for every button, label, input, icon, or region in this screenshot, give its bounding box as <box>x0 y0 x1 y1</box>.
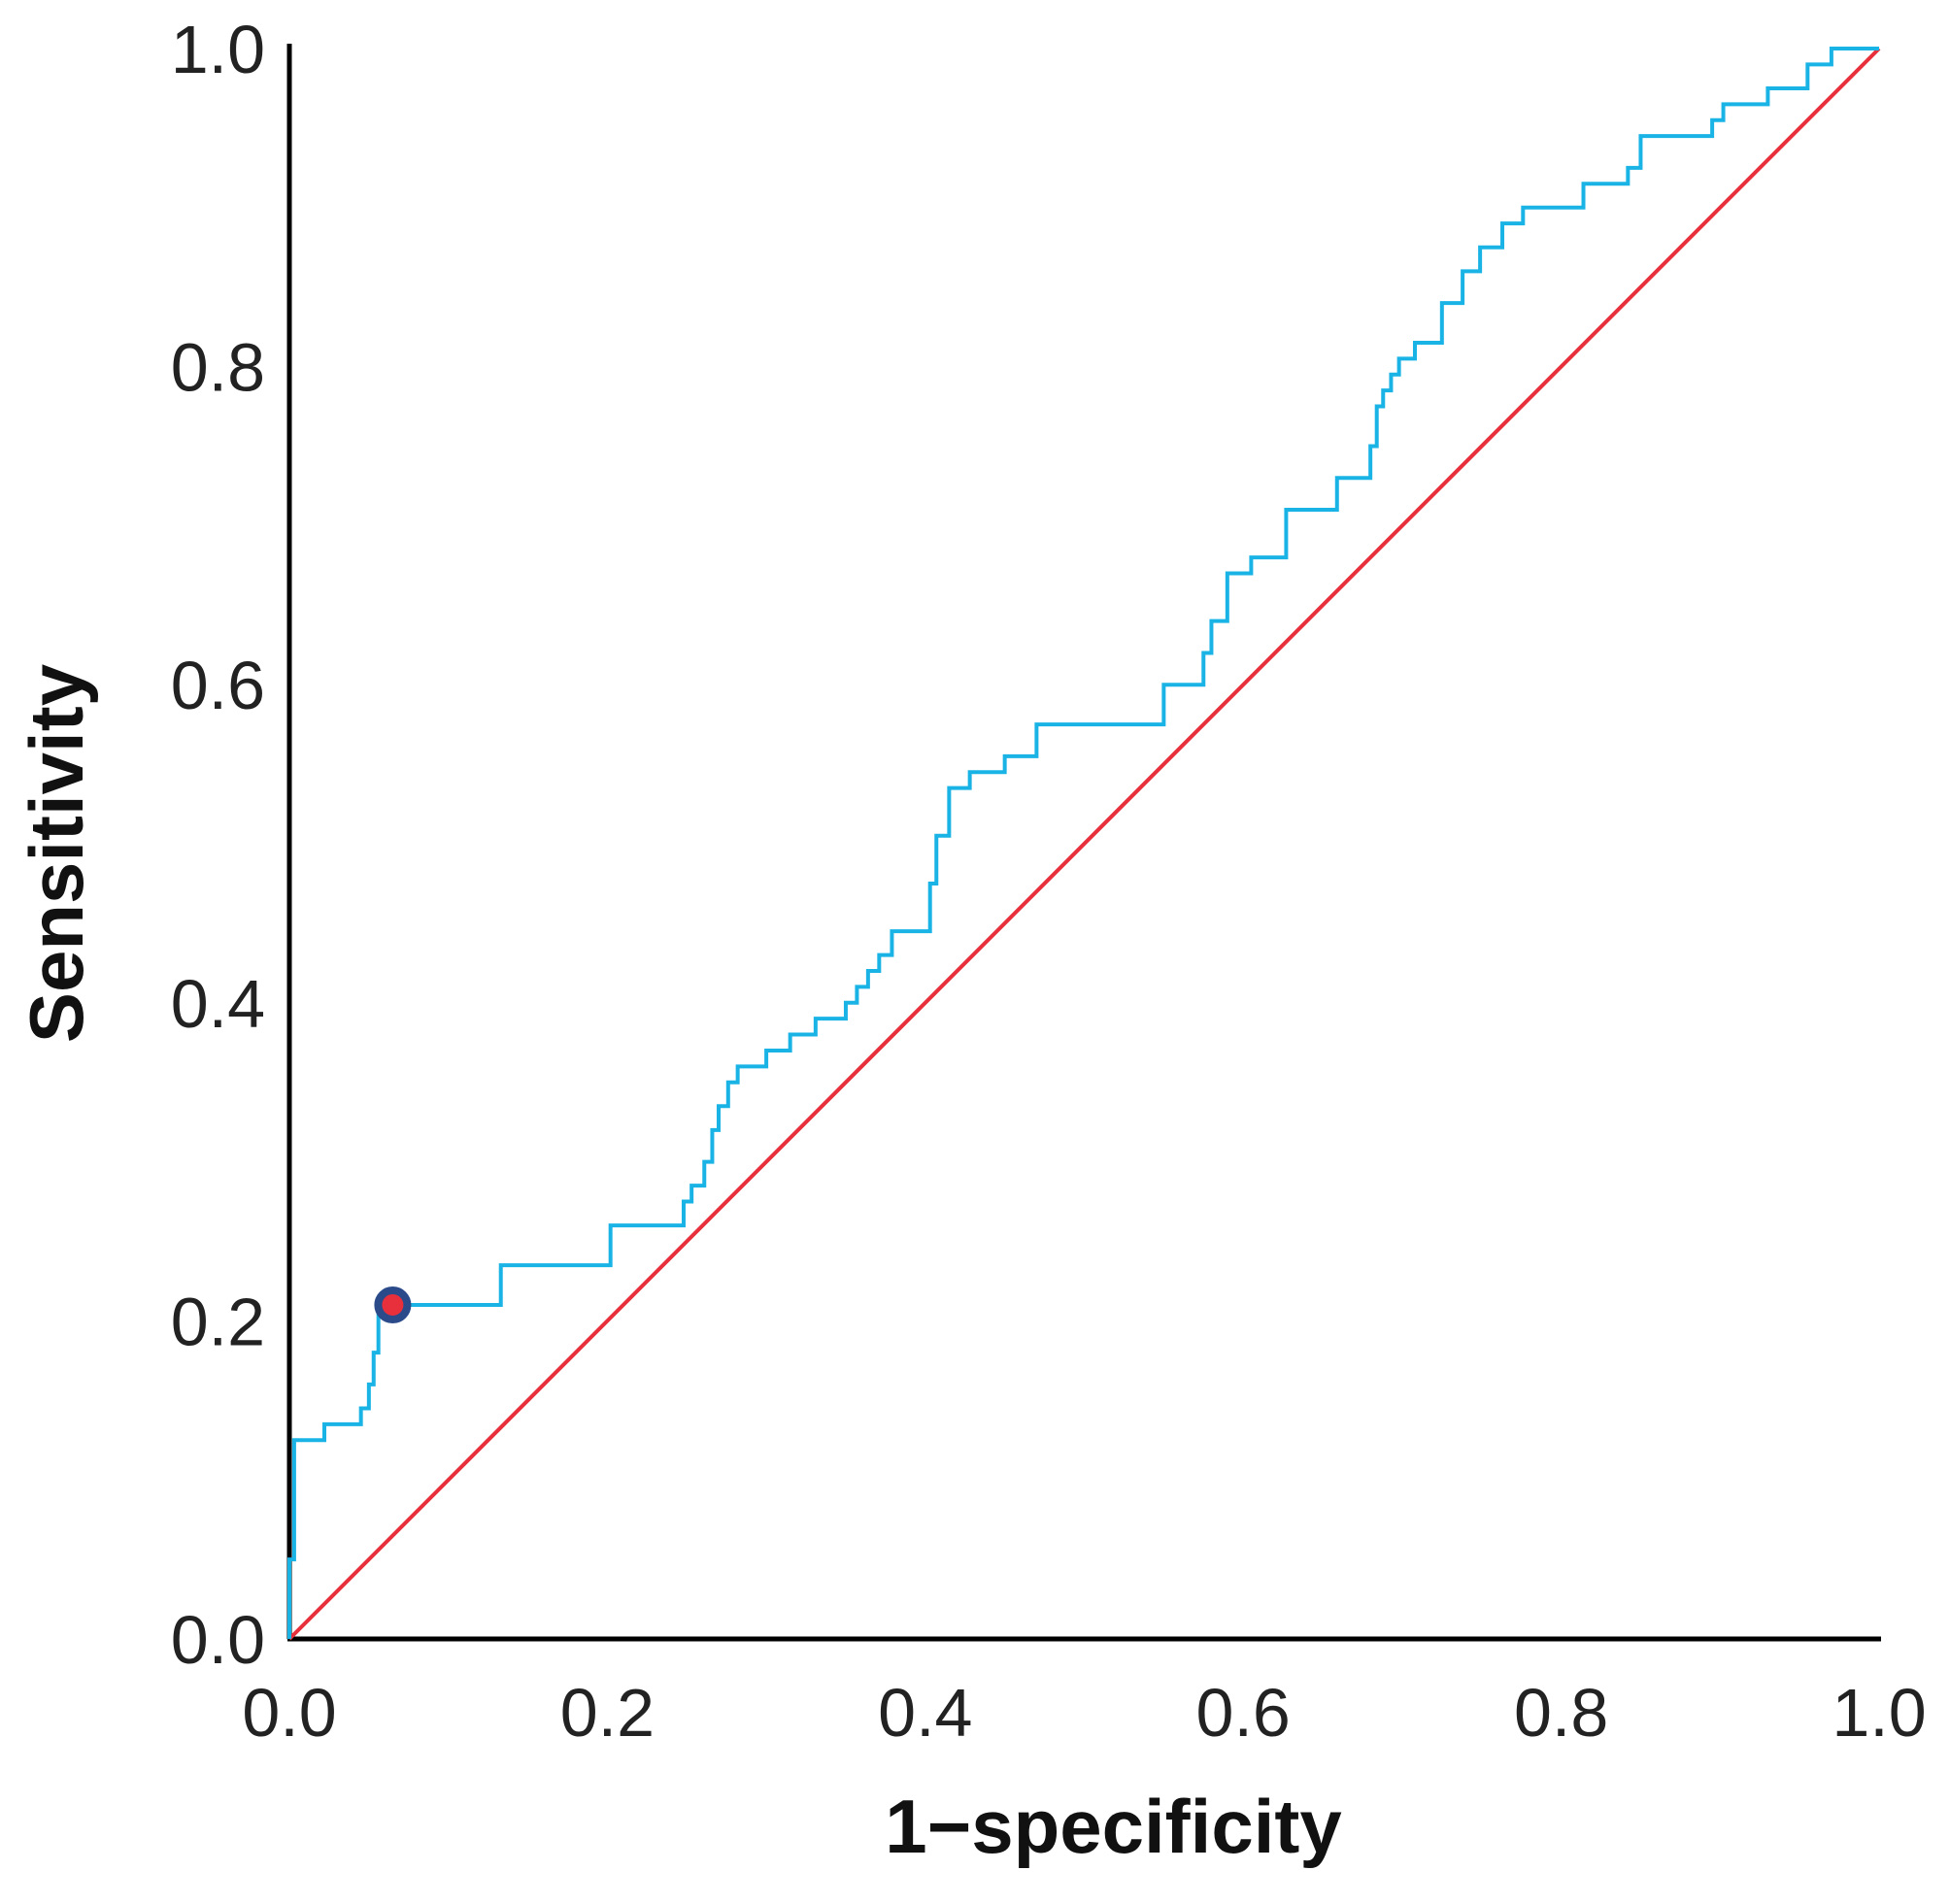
x-tick-label: 1.0 <box>1832 1675 1926 1751</box>
y-axis-title: Sensitivity <box>14 664 99 1043</box>
x-tick-label: 0.0 <box>242 1675 336 1751</box>
x-tick-label: 0.2 <box>560 1675 655 1751</box>
y-tick-label: 0.0 <box>171 1602 265 1678</box>
roc-curve-line <box>287 47 1879 1639</box>
y-tick-label: 0.8 <box>171 330 265 406</box>
cutoff-point-marker <box>374 1286 412 1324</box>
x-tick-label: 0.4 <box>878 1675 972 1751</box>
y-tick-label: 1.0 <box>171 12 265 87</box>
y-tick-label: 0.4 <box>171 966 265 1042</box>
x-axis-title: 1−specificity <box>885 1784 1341 1869</box>
x-tick-label: 0.8 <box>1514 1675 1608 1751</box>
y-tick-label: 0.2 <box>171 1284 265 1359</box>
x-tick-label: 0.6 <box>1196 1675 1291 1751</box>
reference-diagonal-line <box>287 47 1881 1641</box>
y-tick-label: 0.6 <box>171 648 265 723</box>
